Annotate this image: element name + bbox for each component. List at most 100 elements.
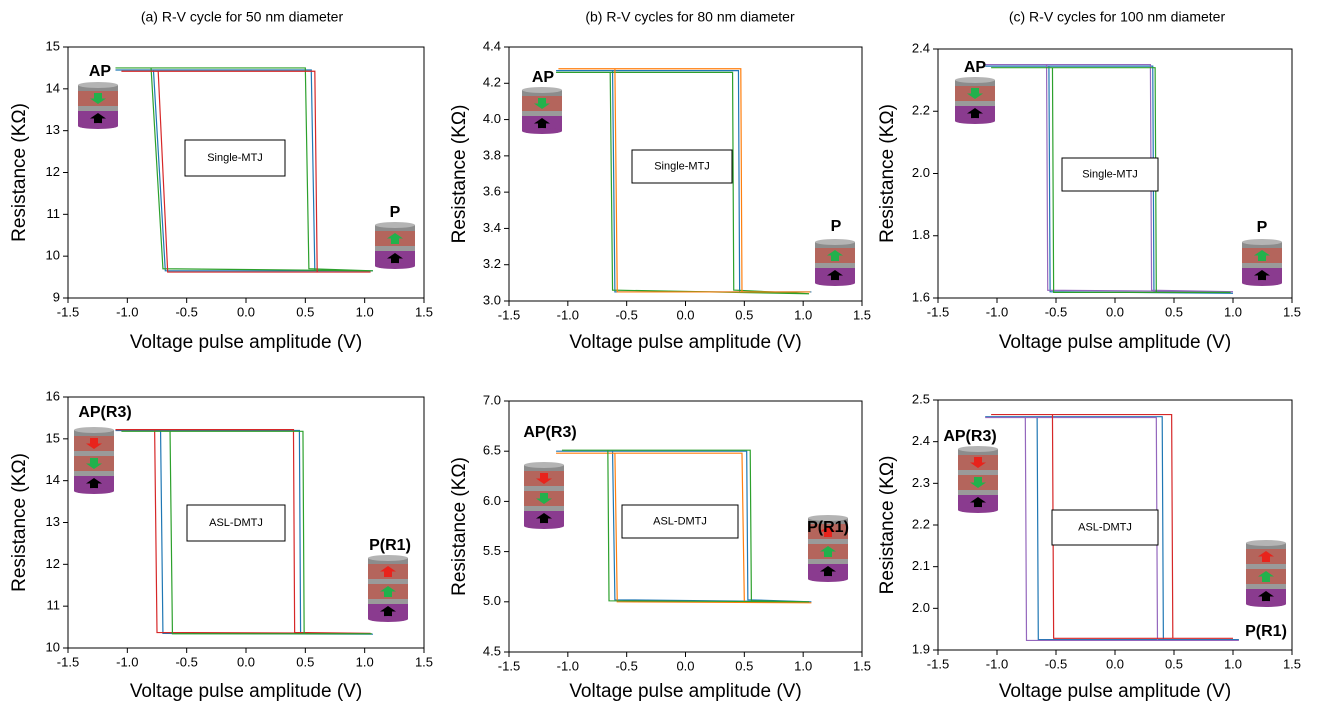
device-icon <box>1242 239 1282 286</box>
plot-frame <box>67 46 425 299</box>
x-tick-label: -0.5 <box>175 304 197 319</box>
icon-base <box>524 523 564 529</box>
icon-base <box>815 280 855 286</box>
y-tick-label: 4.0 <box>483 111 501 126</box>
series-line <box>561 449 810 603</box>
icon-arrow <box>380 586 396 597</box>
x-tick-label: -1.5 <box>498 658 520 673</box>
device-box <box>621 504 739 539</box>
x-tick-label: -1.5 <box>57 654 79 669</box>
device-icon <box>524 462 564 529</box>
y-tick-label: 1.9 <box>912 641 930 656</box>
series-line <box>115 67 373 272</box>
series-line <box>556 71 810 295</box>
series-line <box>556 69 812 293</box>
device-icon <box>815 239 855 286</box>
device-label: ASL-DMTJ <box>1078 521 1132 533</box>
device-box <box>184 139 286 177</box>
icon-base <box>78 123 118 129</box>
x-axis-label: Voltage pulse amplitude (V) <box>999 681 1231 702</box>
x-tick-label: 1.5 <box>853 307 871 322</box>
x-tick-label: -0.5 <box>1045 656 1067 671</box>
y-axis-label: Resistance (KΩ) <box>449 457 470 596</box>
x-tick-label: 1.5 <box>1283 304 1301 319</box>
icon-arrow <box>534 98 550 109</box>
x-tick-label: -1.5 <box>927 656 949 671</box>
device-label: ASL-DMTJ <box>209 517 263 529</box>
y-tick-label: 16 <box>46 388 60 403</box>
y-tick-label: 5.0 <box>483 593 501 608</box>
icon-cap-top <box>522 87 562 93</box>
x-tick-label: -1.0 <box>557 658 579 673</box>
state-label: AP(R3) <box>78 404 131 421</box>
x-tick-label: 0.0 <box>676 307 694 322</box>
icon-spacer <box>368 599 408 604</box>
icon-arrow <box>820 566 836 577</box>
icon-arrow <box>86 458 102 469</box>
x-tick-label: -1.0 <box>986 656 1008 671</box>
x-tick-label: 0.0 <box>237 304 255 319</box>
device-label: Single-MTJ <box>1082 168 1138 180</box>
icon-base <box>74 488 114 494</box>
icon-arrow <box>1254 250 1270 261</box>
icon-arrow <box>1254 270 1270 281</box>
x-tick-label: 1.5 <box>415 654 433 669</box>
y-tick-label: 11 <box>47 598 61 613</box>
icon-spacer <box>1242 263 1282 268</box>
y-tick-label: 2.0 <box>912 600 930 615</box>
x-tick-label: 0.5 <box>296 654 314 669</box>
chart-title: (c) R-V cycles for 100 nm diameter <box>1009 9 1226 25</box>
icon-base <box>1246 601 1286 607</box>
series-line <box>115 69 373 272</box>
icon-cap-top <box>368 555 408 561</box>
icon-arrow <box>536 493 552 504</box>
x-tick-label: 0.5 <box>735 658 753 673</box>
x-tick-label: -1.0 <box>116 654 138 669</box>
icon-arrow <box>1258 591 1274 602</box>
series-line <box>991 413 1233 639</box>
y-axis-label: Resistance (KΩ) <box>877 456 898 595</box>
icon-arrow <box>387 233 403 244</box>
y-tick-label: 7.0 <box>483 392 501 407</box>
y-tick-label: 2.2 <box>912 516 930 531</box>
state-label: P <box>831 218 842 235</box>
state-label: P(R1) <box>1245 623 1287 640</box>
device-icon <box>1246 540 1286 607</box>
x-tick-label: 0.5 <box>1165 656 1183 671</box>
icon-cap-top <box>524 462 564 468</box>
series-line <box>985 416 1239 641</box>
device-icon <box>74 427 114 494</box>
x-axis-label: Voltage pulse amplitude (V) <box>569 332 801 353</box>
icon-spacer <box>808 539 848 544</box>
icon-cap-top <box>815 239 855 245</box>
y-axis-label: Resistance (KΩ) <box>449 105 470 244</box>
y-axis-label: Resistance (KΩ) <box>9 103 30 242</box>
icon-base <box>522 128 562 134</box>
x-axis-label: Voltage pulse amplitude (V) <box>130 681 362 702</box>
icon-arrow <box>536 473 552 484</box>
y-tick-label: 11 <box>47 206 61 221</box>
plot-frame <box>508 400 863 653</box>
icon-cap-top <box>375 222 415 228</box>
chart-title: (b) R-V cycles for 80 nm diameter <box>585 9 795 25</box>
series-line <box>121 70 371 273</box>
state-label: P <box>390 204 401 221</box>
y-tick-label: 1.8 <box>912 227 930 242</box>
icon-spacer <box>74 451 114 456</box>
x-tick-label: -1.5 <box>498 307 520 322</box>
y-axis-label: Resistance (KΩ) <box>9 453 30 592</box>
y-tick-label: 12 <box>46 556 60 571</box>
state-label: AP <box>532 69 555 86</box>
y-tick-label: 12 <box>46 164 60 179</box>
state-label: P(R1) <box>369 537 411 554</box>
icon-spacer <box>808 559 848 564</box>
x-tick-label: -0.5 <box>615 658 637 673</box>
icon-arrow <box>970 497 986 508</box>
x-axis-label: Voltage pulse amplitude (V) <box>569 681 801 702</box>
y-tick-label: 2.2 <box>912 103 930 118</box>
x-tick-label: 1.0 <box>356 654 374 669</box>
device-label: ASL-DMTJ <box>653 515 707 527</box>
icon-cap-top <box>74 427 114 433</box>
